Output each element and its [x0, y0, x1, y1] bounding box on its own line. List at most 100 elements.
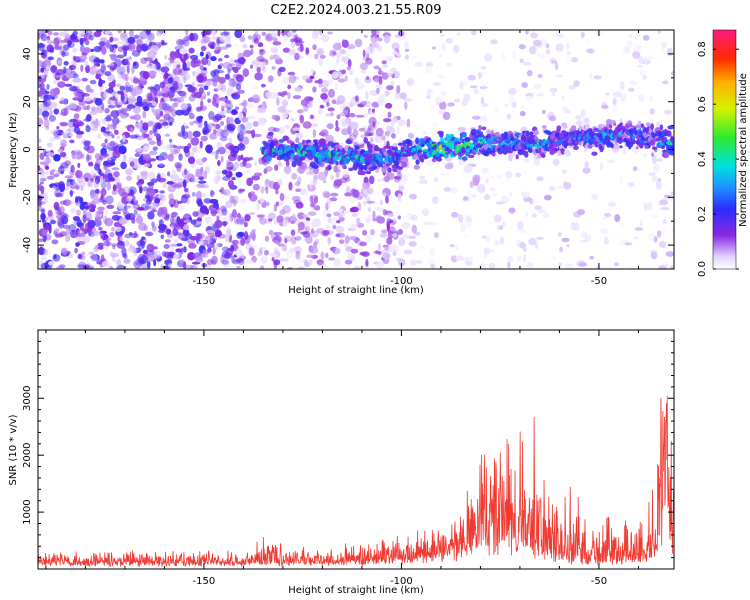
colorbar-ticks: 0.00.20.40.60.8	[697, 41, 739, 277]
noise-cell	[325, 134, 334, 143]
noise-cell	[90, 48, 94, 53]
noise-cell	[325, 202, 329, 211]
noise-cell	[198, 180, 207, 184]
noise-cell	[67, 39, 72, 48]
ridge-cell	[392, 142, 398, 147]
noise-cell	[633, 44, 642, 52]
noise-cell	[309, 75, 315, 80]
ridge-cell	[486, 129, 491, 135]
noise-cell	[527, 155, 534, 161]
noise-cell	[100, 63, 106, 73]
noise-cell	[382, 192, 387, 197]
noise-cell	[302, 121, 312, 129]
noise-cell	[184, 148, 191, 158]
noise-cell	[43, 249, 51, 256]
noise-cell	[124, 73, 129, 82]
noise-cell	[140, 172, 148, 181]
ridge-cell	[290, 152, 295, 157]
noise-cell	[500, 195, 509, 204]
noise-cell	[78, 55, 88, 61]
noise-cell	[256, 56, 265, 62]
noise-cell	[38, 207, 45, 212]
noise-cell	[63, 30, 69, 33]
noise-cell	[626, 40, 633, 48]
noise-cell	[148, 171, 156, 181]
noise-cell	[562, 106, 569, 113]
noise-cell	[40, 209, 46, 214]
ridge-cell	[671, 145, 674, 150]
noise-cell	[192, 146, 197, 153]
noise-cell	[191, 192, 196, 197]
noise-cell	[555, 185, 565, 189]
noise-cell	[404, 41, 410, 50]
noise-cell	[424, 66, 433, 74]
ridge-cell	[453, 137, 460, 143]
noise-cell	[274, 58, 284, 65]
noise-cell	[56, 125, 60, 130]
noise-cell	[480, 115, 488, 123]
noise-cell	[314, 196, 318, 204]
noise-cell	[294, 236, 302, 241]
noise-cell	[245, 259, 254, 264]
noise-cell	[148, 184, 154, 190]
noise-cell	[164, 72, 169, 80]
ridge-cell	[540, 153, 546, 157]
noise-cell	[95, 105, 105, 114]
noise-cell	[136, 206, 145, 211]
ridge-cell	[393, 160, 400, 166]
noise-cell	[291, 117, 295, 122]
noise-cell	[302, 230, 311, 238]
noise-cell	[39, 178, 47, 182]
noise-cell	[100, 37, 107, 42]
noise-cell	[229, 195, 235, 204]
noise-cell	[81, 77, 88, 82]
noise-cell	[519, 110, 526, 117]
noise-cell	[584, 234, 591, 242]
noise-cell	[441, 43, 446, 52]
ridge-cell	[387, 167, 392, 173]
noise-cell	[376, 121, 380, 125]
noise-cell	[271, 32, 278, 38]
noise-cell	[243, 221, 248, 228]
noise-cell	[253, 38, 259, 44]
noise-cell	[517, 221, 524, 230]
noise-cell	[99, 175, 104, 184]
ridge-cell	[628, 128, 635, 134]
noise-cell	[64, 175, 74, 179]
ridge-cell	[319, 162, 323, 167]
noise-cell	[252, 244, 258, 249]
noise-cell	[187, 156, 196, 165]
noise-cell	[129, 161, 135, 167]
noise-cell	[287, 31, 295, 37]
noise-cell	[85, 84, 91, 93]
noise-cell	[69, 169, 75, 176]
noise-cell	[146, 120, 156, 127]
noise-cell	[653, 163, 660, 173]
noise-cell	[106, 204, 115, 209]
noise-cell	[371, 43, 377, 48]
noise-cell	[342, 171, 350, 178]
ridge-cell	[479, 140, 484, 145]
noise-cell	[626, 264, 634, 269]
noise-cell	[116, 104, 121, 108]
noise-cell	[239, 35, 246, 43]
ridge-cell	[515, 154, 519, 160]
ridge-cell	[402, 142, 407, 147]
ridge-cell	[609, 124, 613, 129]
noise-cell	[144, 133, 150, 138]
noise-cell	[376, 178, 385, 182]
noise-cell	[142, 122, 149, 131]
noise-cell	[497, 225, 503, 231]
noise-cell	[367, 207, 372, 213]
ridge-cell	[301, 155, 306, 160]
noise-cell	[238, 216, 246, 226]
noise-cell	[335, 233, 341, 238]
noise-cell	[248, 211, 256, 216]
noise-cell	[386, 125, 392, 132]
noise-cell	[646, 202, 653, 211]
noise-cell	[85, 64, 90, 74]
ridge-cell	[563, 144, 568, 149]
ridge-cell	[348, 167, 354, 172]
noise-cell	[189, 32, 195, 42]
noise-cell	[81, 235, 91, 243]
